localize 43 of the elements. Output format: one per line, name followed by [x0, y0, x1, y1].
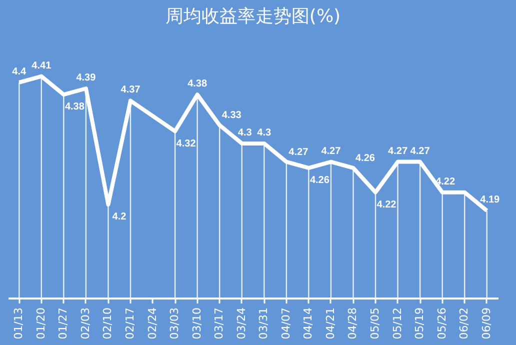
x-tick-label: 01/27: [56, 308, 70, 340]
x-tick-label: 03/03: [168, 308, 182, 340]
data-label: 4.27: [288, 146, 309, 158]
x-tick-label: 05/12: [390, 308, 404, 340]
data-label: 4.27: [388, 146, 408, 157]
data-label: 4.32: [176, 138, 196, 150]
data-label: 4.27: [321, 146, 342, 157]
x-tick-label: 05/19: [413, 308, 426, 340]
x-tick-label: 04/14: [302, 308, 315, 340]
x-tick-label: 03/24: [234, 308, 248, 340]
x-tick-label: 06/09: [480, 308, 493, 340]
x-tick-label: 02/03: [78, 308, 92, 340]
data-label: 4.3: [238, 127, 252, 138]
x-tick-label: 05/26: [435, 308, 448, 340]
data-label: 4.22: [436, 176, 456, 188]
x-tick-label: 03/17: [212, 308, 226, 340]
data-label: 4.26: [355, 152, 376, 164]
x-tick-label: 01/13: [12, 308, 26, 340]
x-tick-label: 04/21: [324, 308, 337, 340]
data-label: 4.3: [257, 127, 272, 138]
x-tick-label: 04/07: [279, 308, 292, 340]
data-label: 4.27: [410, 146, 430, 157]
chart-title: 周均收益率走势图(%): [165, 6, 341, 27]
data-label: 4.38: [64, 102, 85, 113]
data-label: 4.38: [188, 78, 208, 90]
x-tick-label: 01/20: [34, 308, 48, 340]
x-tick-label: 06/02: [458, 308, 471, 340]
x-tick-label: 02/10: [101, 308, 114, 340]
data-label: 4.2: [112, 212, 127, 223]
data-label: 4.22: [376, 199, 397, 210]
data-label: 4.19: [480, 194, 500, 206]
data-label: 4.33: [222, 110, 242, 122]
data-label: 4.39: [76, 72, 96, 84]
x-tick-label: 02/17: [124, 308, 136, 340]
x-tick-label: 05/05: [368, 308, 382, 340]
data-label: 4.4: [12, 66, 27, 78]
x-tick-label: 02/24: [146, 308, 159, 340]
x-tick-label: 03/10: [190, 308, 204, 340]
x-tick-label: 04/28: [346, 308, 360, 340]
data-label: 4.41: [32, 60, 52, 72]
x-tick-label: 03/31: [257, 308, 270, 340]
data-label: 4.26: [310, 174, 330, 186]
data-label: 4.37: [120, 84, 141, 96]
